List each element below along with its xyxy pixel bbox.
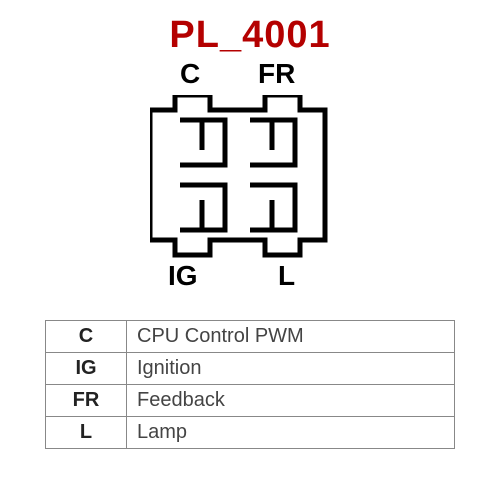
pin-definition-table: C CPU Control PWM IG Ignition FR Feedbac… [45, 320, 455, 449]
pin-desc: CPU Control PWM [127, 321, 455, 353]
pin-code: L [46, 417, 127, 449]
table-row: L Lamp [46, 417, 455, 449]
diagram-title: PL_4001 [169, 14, 330, 57]
pin-code: IG [46, 353, 127, 385]
table-row: C CPU Control PWM [46, 321, 455, 353]
pin-desc: Lamp [127, 417, 455, 449]
table-row: FR Feedback [46, 385, 455, 417]
connector-diagram [150, 95, 350, 265]
pin-desc: Ignition [127, 353, 455, 385]
pin-code: FR [46, 385, 127, 417]
pin-label-fr: FR [258, 58, 295, 90]
pin-code: C [46, 321, 127, 353]
table-row: IG Ignition [46, 353, 455, 385]
pin-label-c: C [180, 58, 200, 90]
pin-desc: Feedback [127, 385, 455, 417]
